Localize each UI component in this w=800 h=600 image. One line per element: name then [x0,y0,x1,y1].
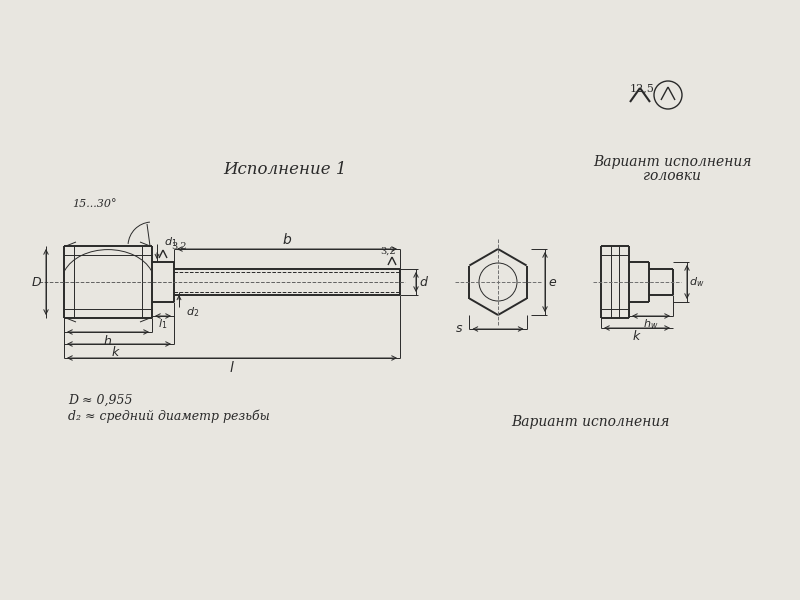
Text: 15...30°: 15...30° [72,199,117,209]
Text: $b$: $b$ [282,232,292,247]
Text: $k$: $k$ [111,345,121,359]
Text: 3,2: 3,2 [380,247,396,256]
Text: $d_2$: $d_2$ [186,305,199,319]
Text: $h_w$: $h_w$ [643,317,658,331]
Text: $e$: $e$ [549,275,558,289]
Text: d₂ ≈ средний диаметр резьбы: d₂ ≈ средний диаметр резьбы [68,409,270,423]
Text: D ≈ 0,955: D ≈ 0,955 [68,394,133,407]
Text: $h$: $h$ [103,334,113,348]
Text: Вариант исполнения: Вариант исполнения [510,415,670,429]
Text: $l$: $l$ [229,359,235,374]
Text: $d_1$: $d_1$ [164,235,178,249]
Text: 3,2: 3,2 [171,241,186,251]
Text: Вариант исполнения: Вариант исполнения [593,155,751,169]
Text: $d$: $d$ [419,275,429,289]
Text: $s$: $s$ [455,323,463,335]
Text: $k$: $k$ [632,329,642,343]
Text: $d_w$: $d_w$ [690,275,705,289]
Text: $l_1$: $l_1$ [158,317,168,331]
Text: 12,5: 12,5 [630,83,654,93]
Text: $D$: $D$ [31,275,42,289]
Text: Исполнение 1: Исполнение 1 [223,161,346,179]
Text: головки: головки [643,169,701,183]
